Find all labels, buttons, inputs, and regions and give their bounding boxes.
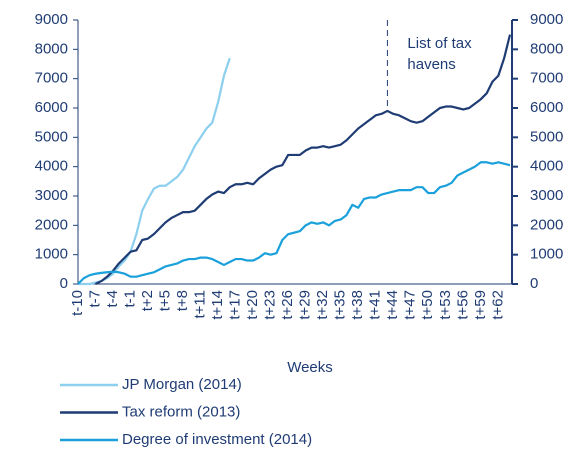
x-tick-label: t+56 xyxy=(454,290,471,320)
x-tick-label: t+35 xyxy=(332,290,349,320)
y2-tick-label: 3000 xyxy=(530,187,563,204)
x-tick-label: t+41 xyxy=(367,290,384,320)
y2-tick-label: 4000 xyxy=(530,158,563,175)
x-tick-label: t+44 xyxy=(384,290,401,320)
x-axis-label: Weeks xyxy=(287,359,333,376)
y-tick-label: 7000 xyxy=(35,70,68,87)
x-tick-label: t+38 xyxy=(349,290,366,320)
y-tick-label: 6000 xyxy=(35,99,68,116)
y2-tick-label: 1000 xyxy=(530,246,563,263)
x-tick-label: t+17 xyxy=(227,290,244,320)
series-line xyxy=(95,34,512,285)
y2-tick-label: 5000 xyxy=(530,128,563,145)
x-tick-label: t-4 xyxy=(104,290,121,308)
y2-tick-label: 0 xyxy=(530,275,538,292)
x-tick-label: t+23 xyxy=(262,290,279,320)
x-tick-label: t-7 xyxy=(86,290,103,308)
y2-tick-label: 7000 xyxy=(530,70,563,87)
x-tick-label: t+50 xyxy=(419,290,436,320)
y2-tick-label: 2000 xyxy=(530,216,563,233)
x-tick-label: t+47 xyxy=(402,290,419,320)
x-tick-label: t+53 xyxy=(437,290,454,320)
x-tick-label: t+2 xyxy=(139,290,156,311)
x-tick-label: t+8 xyxy=(174,290,191,311)
x-tick-label: t+11 xyxy=(192,290,209,319)
annotation-text: havens xyxy=(407,56,455,73)
series-line xyxy=(77,161,511,285)
y-tick-label: 3000 xyxy=(35,187,68,204)
y2-tick-label: 6000 xyxy=(530,99,563,116)
x-tick-label: t-10 xyxy=(69,290,86,316)
y-tick-label: 4000 xyxy=(35,158,68,175)
y2-tick-label: 9000 xyxy=(530,11,563,28)
annotation-text: List of tax xyxy=(407,35,472,52)
y-tick-label: 8000 xyxy=(35,40,68,57)
x-tick-label: t+14 xyxy=(209,290,226,320)
x-tick-label: t+62 xyxy=(489,290,506,320)
y-tick-label: 2000 xyxy=(35,216,68,233)
x-tick-label: t+20 xyxy=(244,290,261,320)
x-tick-label: t+59 xyxy=(472,290,489,320)
y-tick-label: 0 xyxy=(60,275,68,292)
legend-label: Degree of investment (2014) xyxy=(122,431,312,448)
x-tick-label: t+32 xyxy=(314,290,331,320)
y-tick-label: 5000 xyxy=(35,128,68,145)
series-line xyxy=(78,57,231,286)
legend-label: JP Morgan (2014) xyxy=(122,376,242,393)
y-tick-label: 1000 xyxy=(35,246,68,263)
x-tick-label: t-1 xyxy=(122,290,139,308)
x-tick-label: t+5 xyxy=(157,290,174,311)
y2-tick-label: 8000 xyxy=(530,40,563,57)
x-tick-label: t+26 xyxy=(279,290,296,320)
x-tick-label: t+29 xyxy=(297,290,314,320)
y-tick-label: 9000 xyxy=(35,11,68,28)
legend-label: Tax reform (2013) xyxy=(122,403,240,420)
